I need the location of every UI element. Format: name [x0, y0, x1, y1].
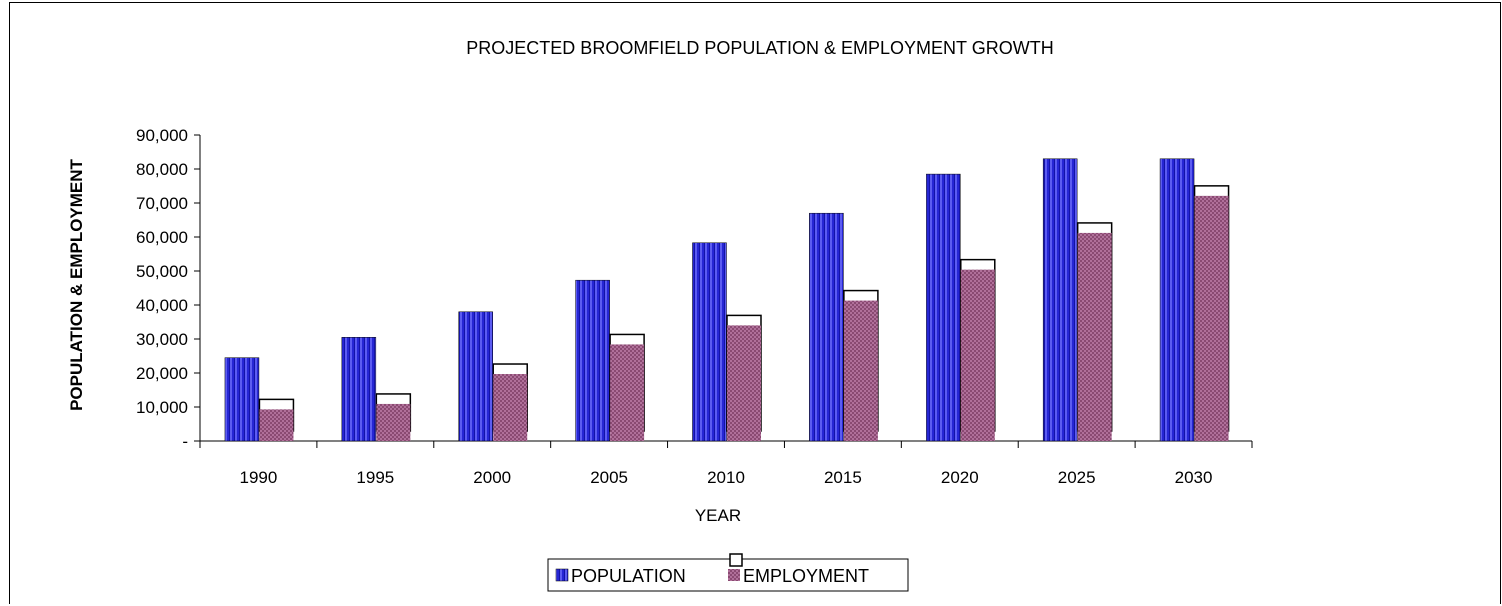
bar-population: [341, 337, 377, 442]
y-tick-label: 40,000: [136, 296, 188, 315]
x-tick-label: 1995: [356, 468, 394, 487]
x-tick-label: 2020: [941, 468, 979, 487]
legend-swatch-employment: [728, 569, 740, 581]
legend-label-employment: EMPLOYMENT: [743, 566, 869, 586]
bar-population: [692, 242, 727, 442]
y-tick-label: 90,000: [136, 126, 188, 145]
legend-label-population: POPULATION: [571, 566, 686, 586]
x-axis: 1990 1995 2000 2005 2010 2015 2020 2025 2030: [199, 440, 1253, 487]
y-tick-label: 50,000: [136, 262, 188, 281]
bar-population: [926, 173, 961, 442]
bars: [224, 158, 1230, 442]
bar-population: [1159, 158, 1195, 442]
x-tick-label: 1990: [240, 468, 278, 487]
legend: POPULATION EMPLOYMENT: [547, 553, 909, 592]
y-tick-label: 20,000: [136, 364, 188, 383]
bar-population: [809, 212, 844, 442]
x-axis-label: YEAR: [695, 506, 741, 525]
bar-employment: [259, 409, 294, 441]
x-tick-label: 2015: [824, 468, 862, 487]
x-tick-label: 2030: [1175, 468, 1213, 487]
y-tick-label: 60,000: [136, 228, 188, 247]
y-tick-label: 70,000: [136, 194, 188, 213]
y-tick-label: -: [182, 432, 188, 451]
bar-employment: [376, 403, 411, 441]
bar-population: [458, 311, 493, 442]
chart-frame: [9, 2, 1501, 604]
bar-employment: [1077, 232, 1112, 441]
legend-swatch-employment-outline: [729, 553, 743, 567]
y-axis: - 10,000 20,000 30,000 40,000 50,000 60,000 70,…: [136, 126, 201, 451]
x-tick-label: 2010: [707, 468, 745, 487]
x-tick-label: 2000: [473, 468, 511, 487]
bar-population: [224, 357, 260, 442]
bar-employment: [1194, 195, 1229, 441]
bar-population: [1042, 158, 1078, 442]
chart-title: PROJECTED BROOMFIELD POPULATION & EMPLOY…: [466, 38, 1053, 58]
y-tick-label: 10,000: [136, 398, 188, 417]
y-tick-label: 30,000: [136, 330, 188, 349]
y-tick-label: 80,000: [136, 160, 188, 179]
bar-employment: [960, 269, 995, 441]
x-tick-label: 2025: [1058, 468, 1096, 487]
bar-population: [575, 279, 610, 442]
x-tick-label: 2005: [590, 468, 628, 487]
bar-employment: [493, 374, 528, 441]
legend-swatch-population: [555, 568, 569, 582]
bar-employment: [727, 325, 761, 441]
bar-employment: [610, 344, 645, 441]
y-axis-label: POPULATION & EMPLOYMENT: [67, 158, 86, 410]
bar-employment: [843, 300, 878, 441]
